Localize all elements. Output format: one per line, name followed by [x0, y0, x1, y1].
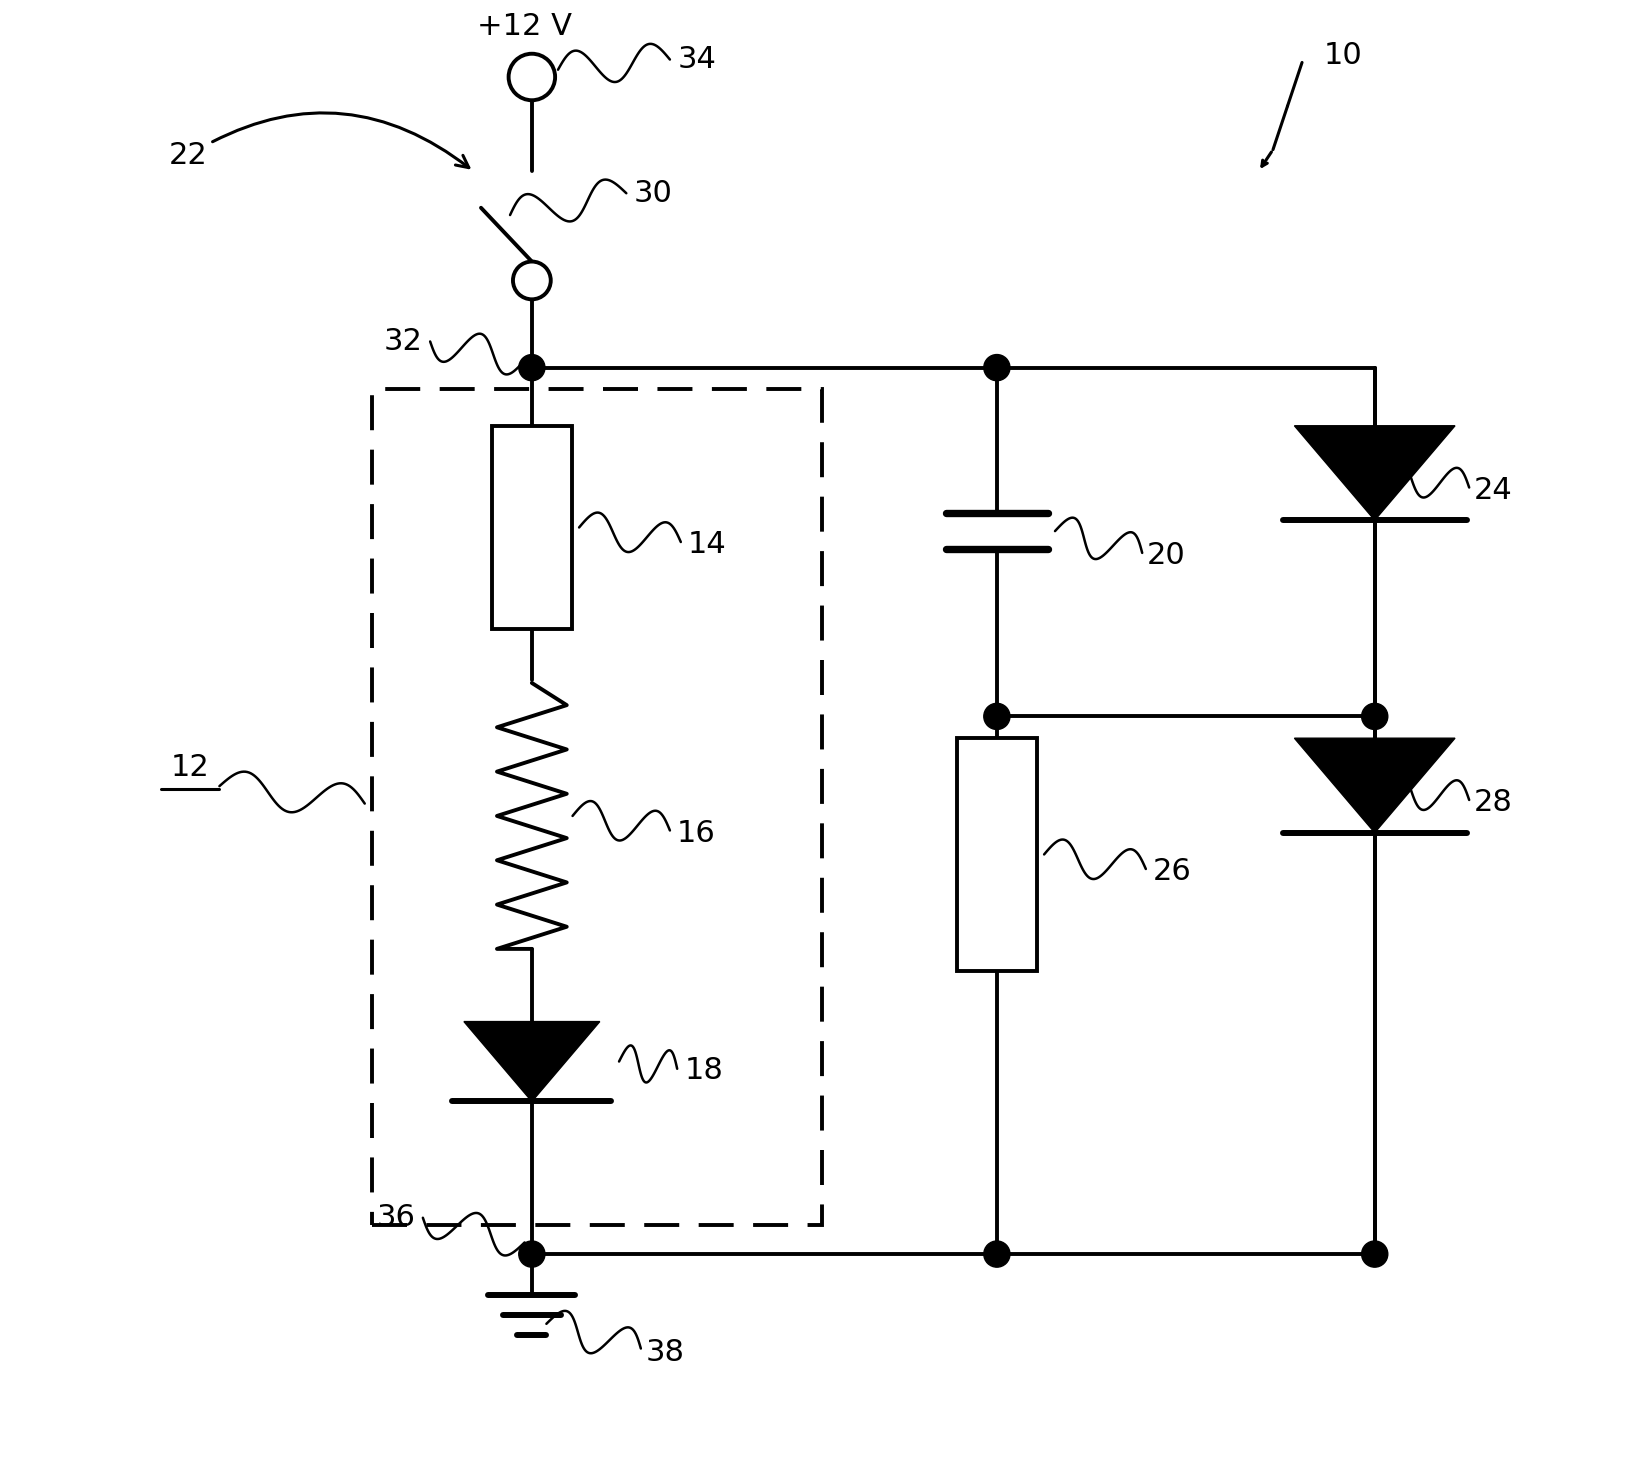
- Circle shape: [518, 1241, 544, 1268]
- Circle shape: [984, 355, 1010, 380]
- Circle shape: [1362, 1241, 1388, 1268]
- Circle shape: [508, 53, 554, 101]
- Polygon shape: [1295, 426, 1454, 521]
- Text: 34: 34: [678, 44, 716, 74]
- Bar: [492, 426, 572, 629]
- Text: 22: 22: [168, 112, 469, 170]
- Circle shape: [984, 1241, 1010, 1268]
- Polygon shape: [464, 1022, 600, 1102]
- Circle shape: [513, 262, 551, 299]
- Text: 10: 10: [1324, 41, 1362, 70]
- Text: 14: 14: [688, 531, 727, 559]
- Text: 20: 20: [1147, 541, 1186, 571]
- Polygon shape: [1295, 738, 1454, 833]
- Circle shape: [518, 355, 544, 380]
- Text: 36: 36: [377, 1204, 416, 1232]
- Text: 28: 28: [1474, 788, 1512, 818]
- Bar: [957, 738, 1036, 970]
- Text: 30: 30: [633, 179, 673, 207]
- Text: 12: 12: [171, 753, 209, 782]
- Text: 24: 24: [1474, 476, 1512, 504]
- Text: 18: 18: [684, 1056, 724, 1084]
- Text: +12 V: +12 V: [477, 12, 572, 40]
- Text: 16: 16: [678, 819, 716, 847]
- Text: 38: 38: [645, 1338, 684, 1368]
- Circle shape: [1362, 704, 1388, 729]
- Text: 32: 32: [383, 327, 423, 356]
- Circle shape: [984, 704, 1010, 729]
- Text: 26: 26: [1153, 858, 1193, 886]
